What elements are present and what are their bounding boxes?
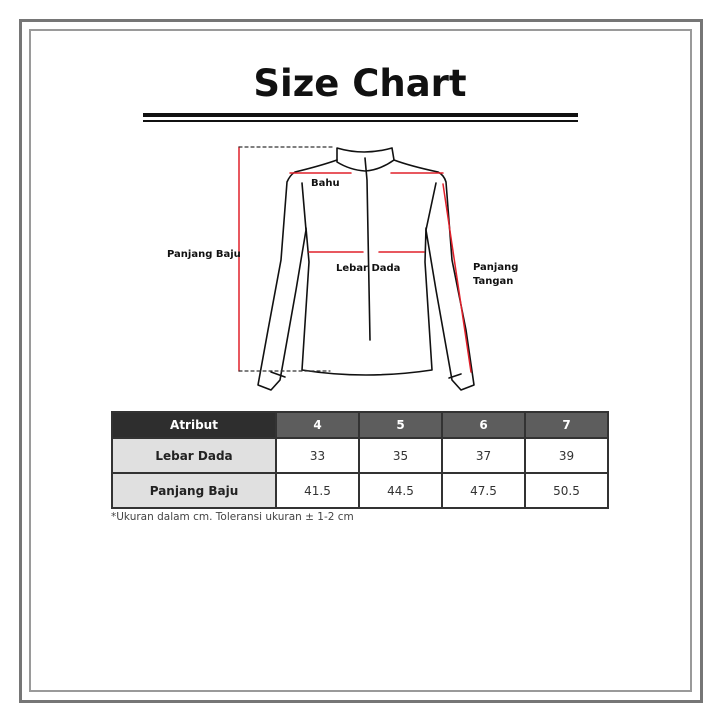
shirt-left-sleeve (257, 159, 338, 391)
row-label: Panjang Baju (111, 472, 277, 509)
inner-frame (29, 29, 692, 692)
table-cell: 39 (524, 437, 609, 474)
shirt-cuff-left (270, 371, 286, 378)
shirt-collar (336, 147, 395, 172)
table-cell: 41.5 (275, 472, 360, 509)
header-size: 6 (441, 411, 526, 439)
table-cell: 50.5 (524, 472, 609, 509)
table-row: Panjang Baju 41.5 44.5 47.5 50.5 (111, 472, 609, 509)
panjang-tangan-measure (442, 183, 472, 373)
header-atribut: Atribut (111, 411, 277, 439)
table-cell: 35 (358, 437, 443, 474)
header-size: 4 (275, 411, 360, 439)
table-cell: 33 (275, 437, 360, 474)
label-lebar-dada: Lebar Dada (336, 263, 401, 274)
table-cell: 47.5 (441, 472, 526, 509)
table-header-row: Atribut 4 5 6 7 (111, 411, 609, 439)
table-row: Lebar Dada 33 35 37 39 (111, 437, 609, 474)
label-panjang-tangan-1: Panjang (473, 262, 519, 273)
outer-frame (19, 19, 703, 703)
title-underline-thin (143, 120, 578, 122)
title-underline-thick (143, 113, 578, 117)
table-cell: 44.5 (358, 472, 443, 509)
size-table: Atribut 4 5 6 7 Lebar Dada 33 35 37 39 P… (111, 411, 609, 509)
label-panjang-baju: Panjang Baju (167, 249, 241, 260)
table-cell: 37 (441, 437, 526, 474)
tolerance-note: *Ukuran dalam cm. Toleransi ukuran ± 1-2… (111, 511, 354, 523)
page-title: Size Chart (253, 62, 467, 105)
shirt-body (301, 227, 433, 376)
row-label: Lebar Dada (111, 437, 277, 474)
shirt-cuff-right (448, 373, 462, 379)
header-size: 5 (358, 411, 443, 439)
header-size: 7 (524, 411, 609, 439)
label-panjang-tangan-2: Tangan (473, 276, 514, 287)
shirt-right-sleeve (393, 159, 475, 391)
label-bahu: Bahu (311, 178, 340, 189)
shirt-placket (364, 157, 371, 341)
